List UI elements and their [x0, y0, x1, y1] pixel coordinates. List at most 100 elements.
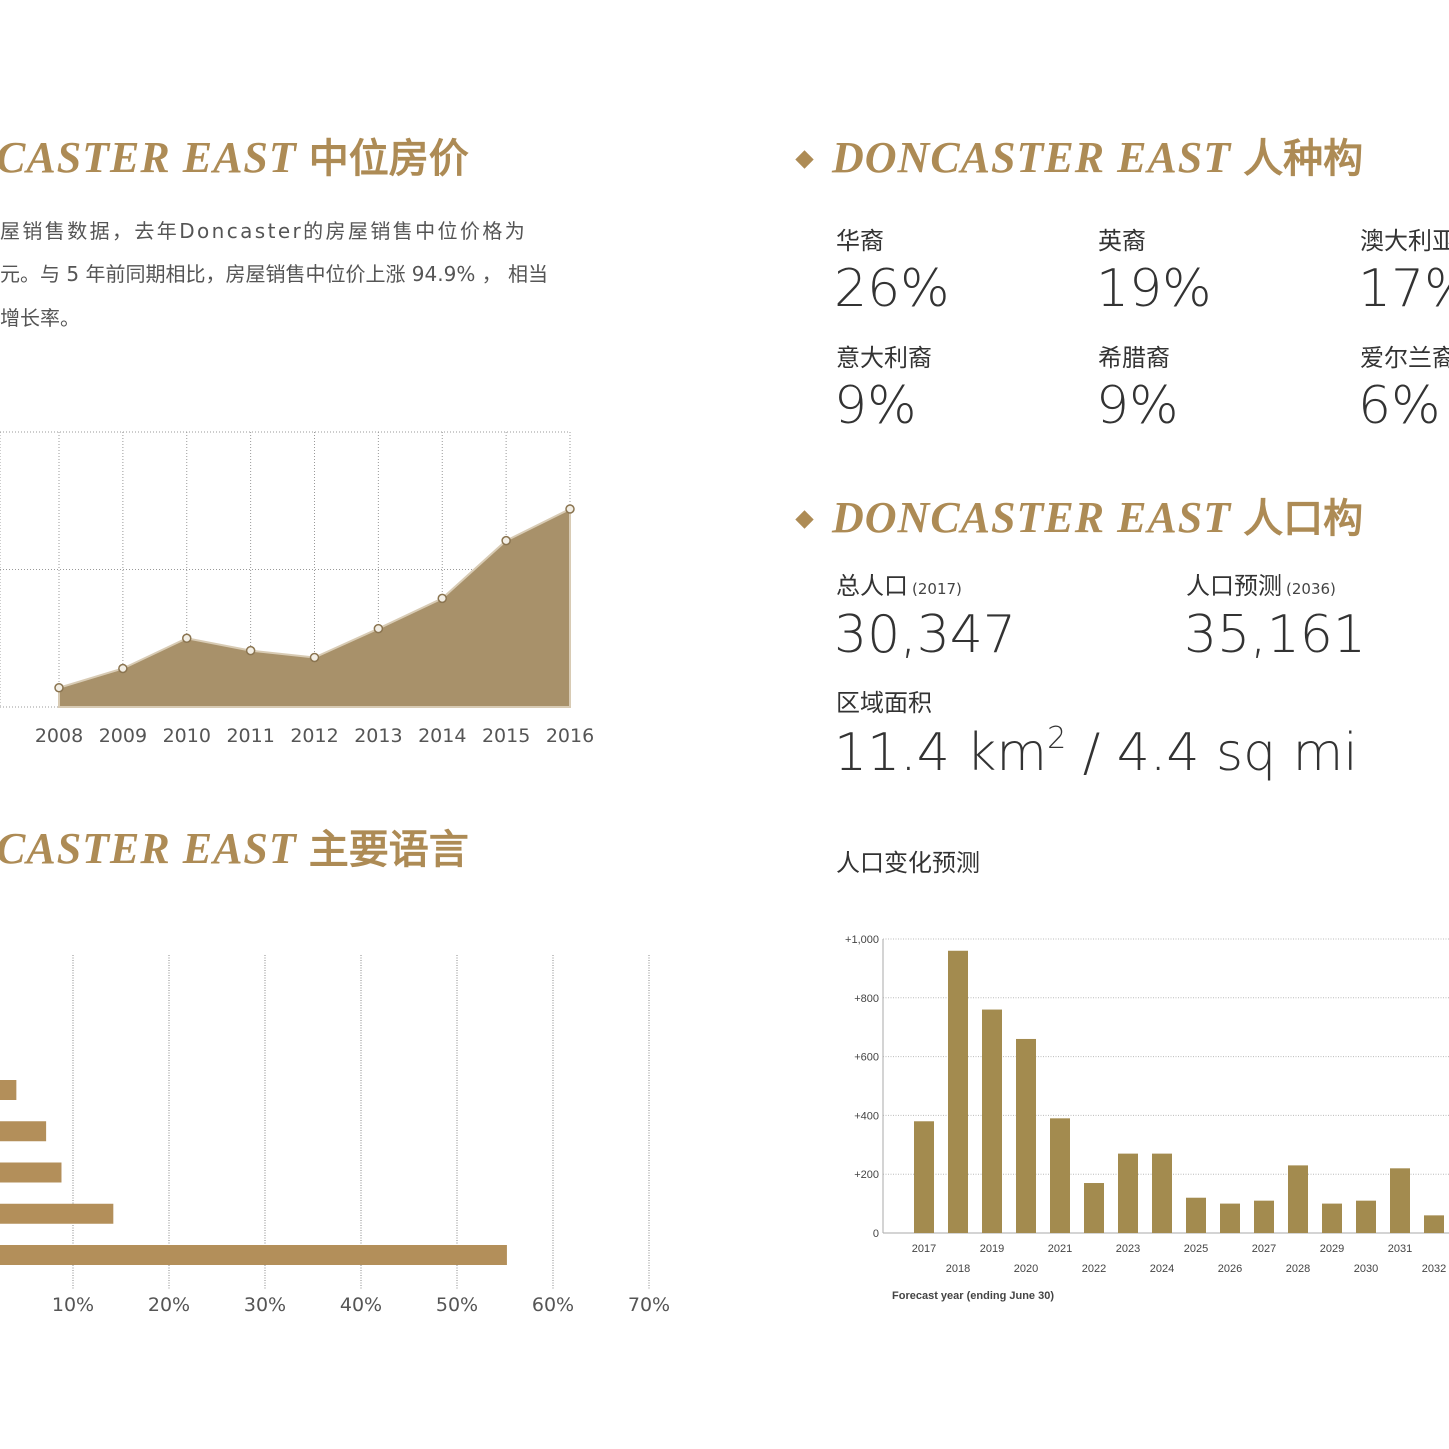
diamond	[795, 510, 814, 529]
x-tick-label: 2013	[354, 725, 402, 747]
stat-label: 澳大利亚	[1360, 227, 1449, 255]
stat-label: 希腊裔	[1098, 344, 1170, 372]
heading: CASTER EAST 中位房价	[0, 133, 469, 182]
x-tick-label: 2032	[1422, 1263, 1446, 1275]
bar	[0, 1080, 17, 1100]
heading-en: CASTER EAST	[0, 133, 298, 182]
x-tick-label: 2019	[980, 1243, 1004, 1255]
bar	[0, 1203, 114, 1224]
stat-value: 9%	[1096, 376, 1179, 436]
x-tick-label: 2024	[1150, 1263, 1174, 1275]
heading-zh: 中位房价	[309, 136, 469, 182]
stat-label: 英裔	[1098, 227, 1146, 255]
x-tick-label: 70%	[628, 1294, 670, 1316]
paragraph-line: 增长率。	[0, 306, 80, 330]
bar	[948, 950, 968, 1233]
x-tick-label: 30%	[244, 1294, 286, 1316]
area	[58, 507, 571, 708]
paragraph-line: 元。与 5 年前同期相比，房屋销售中位价上涨 94.9% ， 相当	[0, 262, 548, 286]
bar	[1084, 1183, 1104, 1233]
diamond	[795, 150, 814, 169]
stat-value: 19%	[1096, 259, 1212, 319]
x-tick-label: 2014	[418, 725, 466, 747]
x-tick-label: 2020	[1014, 1263, 1038, 1275]
bar	[1424, 1215, 1444, 1233]
stat-label: 意大利裔	[836, 344, 932, 372]
heading-zh: 人种构	[1243, 136, 1363, 182]
charts: 2008 2009 2010 2011 2012 2013 2014 2015 2016 10% 2…	[0, 431, 1449, 1316]
x-tick-label: 2015	[482, 725, 530, 747]
x-tick-label: 2030	[1354, 1263, 1378, 1275]
y-tick-label: 0	[873, 1228, 879, 1240]
stat-label: 华裔	[836, 227, 884, 255]
heading: CASTER EAST 主要语言	[0, 824, 469, 873]
point	[501, 535, 511, 546]
note: (2036)	[1286, 580, 1336, 598]
bar	[982, 1009, 1002, 1233]
x-tick-label: 40%	[340, 1294, 382, 1316]
heading-en: DONCASTER EAST	[831, 493, 1232, 542]
bar	[1186, 1197, 1206, 1233]
x-tick-label: 2010	[163, 725, 211, 747]
bar	[0, 1162, 62, 1183]
bar	[1254, 1200, 1274, 1233]
x-tick-label: 2022	[1082, 1263, 1106, 1275]
x-tick-label: 2021	[1048, 1243, 1072, 1255]
chart-title: 人口变化预测	[836, 849, 980, 877]
stat-label: 人口预测 (2036)	[1186, 572, 1336, 600]
stat-value: 35,161	[1184, 605, 1366, 665]
x-tick-label: 2031	[1388, 1243, 1412, 1255]
x-tick-label: 2016	[546, 725, 594, 747]
bar	[1288, 1165, 1308, 1233]
x-tick-label: 2018	[946, 1263, 970, 1275]
point	[245, 645, 256, 656]
bar	[1356, 1200, 1376, 1233]
y-tick-label: +600	[854, 1052, 879, 1064]
stat-value: 6%	[1358, 376, 1441, 436]
x-tick-label: 2028	[1286, 1263, 1310, 1275]
value-rest: / 4.4 sq mi	[1066, 723, 1358, 783]
x-tick-label: 2025	[1184, 1243, 1208, 1255]
stat-value: 11.4 km2 / 4.4 sq mi	[834, 721, 1358, 783]
x-tick-label: 60%	[532, 1294, 574, 1316]
stat-value: 26%	[834, 259, 950, 319]
label: 总人口	[836, 572, 908, 600]
y-tick-label: +1,000	[845, 934, 879, 946]
stat-value: 30,347	[834, 605, 1016, 665]
paragraph-line: 屋销售数据，去年Doncaster的房屋销售中位价格为	[0, 219, 527, 243]
point	[54, 683, 64, 693]
x-tick-label: 20%	[148, 1294, 190, 1316]
y-tick-label: +200	[854, 1169, 879, 1181]
bar	[1152, 1153, 1172, 1233]
x-tick-label: 2012	[290, 725, 338, 747]
bar	[1016, 1038, 1036, 1233]
heading-en: CASTER EAST	[0, 824, 298, 873]
bar	[1220, 1203, 1240, 1233]
bar	[914, 1121, 934, 1233]
y-tick-label: +400	[854, 1110, 879, 1122]
heading: DONCASTER EAST 人种构	[831, 133, 1363, 182]
stat-label: 总人口 (2017)	[836, 572, 962, 600]
superscript: 2	[1047, 721, 1066, 756]
heading: DONCASTER EAST 人口构	[831, 493, 1363, 542]
stat-value: 17%	[1358, 259, 1449, 319]
point	[182, 633, 192, 643]
heading-zh: 主要语言	[309, 827, 469, 873]
bar	[1390, 1168, 1410, 1233]
x-tick-label: 2009	[99, 725, 147, 747]
x-tick-label: 2008	[35, 725, 83, 747]
x-tick-label: 2027	[1252, 1243, 1276, 1255]
stat-label: 爱尔兰裔	[1360, 344, 1449, 372]
bar	[0, 1121, 47, 1142]
bar	[1050, 1118, 1070, 1233]
x-tick-label: 2029	[1320, 1243, 1344, 1255]
label: 人口预测	[1186, 572, 1282, 600]
point	[309, 652, 320, 663]
bar	[1322, 1203, 1342, 1233]
y-tick-label: +800	[854, 993, 879, 1005]
value: 11.4 km	[834, 723, 1047, 783]
x-tick-label: 2011	[226, 725, 274, 747]
x-tick-label: 2026	[1218, 1263, 1242, 1275]
bar	[1118, 1153, 1138, 1233]
